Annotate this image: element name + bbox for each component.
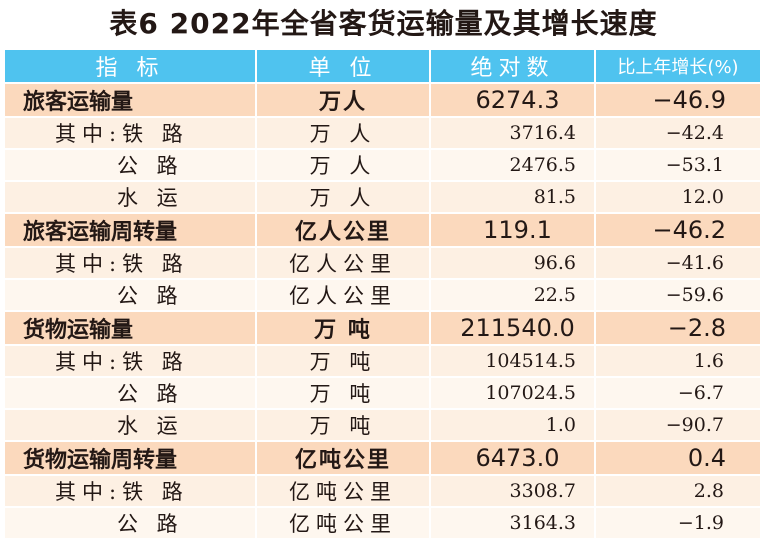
row-indicator: 公 路 — [5, 377, 257, 410]
row-indicator: 货物运输量 — [5, 311, 257, 346]
row-growth-rate: −46.9 — [595, 83, 760, 118]
row-unit: 亿吨公里 — [256, 507, 431, 540]
row-absolute-value: 6473.0 — [430, 441, 596, 476]
row-indicator: 其中:铁 路 — [5, 345, 257, 378]
table-row: 其中:铁 路万 吨 104514.5 1.6 — [5, 345, 760, 378]
row-unit: 万人 — [256, 83, 431, 118]
row-growth-rate: −41.6 — [595, 247, 760, 280]
row-indicator: 货物运输周转量 — [5, 441, 257, 476]
row-absolute-value: 22.5 — [430, 279, 596, 312]
header-unit: 单 位 — [256, 50, 431, 84]
row-unit: 万 吨 — [256, 377, 431, 410]
row-growth-rate: 1.6 — [595, 345, 760, 378]
table-row: 公 路亿吨公里 3164.3 −1.9 — [5, 507, 760, 540]
freight-passenger-table: 指 标 单 位 绝对数 比上年增长(%) 旅客运输量 万人 6274.3 −46.9 其… — [5, 50, 760, 540]
row-growth-rate: −1.9 — [595, 507, 760, 540]
row-growth-rate: 2.8 — [595, 475, 760, 508]
row-absolute-value: 3308.7 — [430, 475, 596, 508]
row-absolute-value: 104514.5 — [430, 345, 596, 378]
table-title: 表6 2022年全省客货运输量及其增长速度 — [109, 7, 658, 40]
table-row: 其中:铁 路亿人公里 96.6 −41.6 — [5, 247, 760, 280]
row-growth-rate: −46.2 — [595, 213, 760, 248]
row-growth-rate: −90.7 — [595, 409, 760, 442]
row-growth-rate: −42.4 — [595, 117, 760, 150]
row-unit: 万 人 — [256, 149, 431, 182]
table-row: 其中:铁 路亿吨公里 3308.7 2.8 — [5, 475, 760, 508]
table-row: 货物运输量万 吨 211540.0 −2.8 — [5, 311, 760, 346]
table-row: 公 路亿人公里 22.5 −59.6 — [5, 279, 760, 312]
row-unit: 亿吨公里 — [256, 441, 431, 476]
row-indicator: 公 路 — [5, 149, 257, 182]
header-row: 指 标 单 位 绝对数 比上年增长(%) — [5, 50, 760, 84]
row-growth-rate: −6.7 — [595, 377, 760, 410]
row-unit: 万 人 — [256, 117, 431, 150]
header-absolute: 绝对数 — [430, 50, 596, 84]
row-absolute-value: 107024.5 — [430, 377, 596, 410]
row-indicator: 公 路 — [5, 507, 257, 540]
row-indicator: 旅客运输量 — [5, 83, 257, 118]
row-indicator: 其中:铁 路 — [5, 247, 257, 280]
row-absolute-value: 81.5 — [430, 181, 596, 214]
table-row: 公 路万 吨 107024.5 −6.7 — [5, 377, 760, 410]
row-absolute-value: 96.6 — [430, 247, 596, 280]
row-unit: 万 人 — [256, 181, 431, 214]
row-indicator: 水 运 — [5, 409, 257, 442]
header-indicator: 指 标 — [5, 50, 257, 84]
row-absolute-value: 3164.3 — [430, 507, 596, 540]
table-row: 旅客运输周转量 亿人公里 119.1 −46.2 — [5, 213, 760, 248]
row-absolute-value: 3716.4 — [430, 117, 596, 150]
row-growth-rate: −2.8 — [595, 311, 760, 346]
row-absolute-value: 6274.3 — [430, 83, 596, 118]
row-growth-rate: −53.1 — [595, 149, 760, 182]
table-row: 旅客运输量 万人 6274.3 −46.9 — [5, 83, 760, 118]
row-indicator: 其中:铁 路 — [5, 117, 257, 150]
row-indicator: 其中:铁 路 — [5, 475, 257, 508]
table-row: 其中:铁 路万 人 3716.4 −42.4 — [5, 117, 760, 150]
row-unit: 万 吨 — [256, 409, 431, 442]
table-row: 货物运输周转量 亿吨公里 6473.0 0.4 — [5, 441, 760, 476]
row-unit: 亿人公里 — [256, 213, 431, 248]
row-indicator: 公 路 — [5, 279, 257, 312]
row-unit: 万 吨 — [256, 311, 431, 346]
row-unit: 亿人公里 — [256, 247, 431, 280]
row-growth-rate: 0.4 — [595, 441, 760, 476]
row-absolute-value: 2476.5 — [430, 149, 596, 182]
row-indicator: 水 运 — [5, 181, 257, 214]
table-row: 公 路万 人 2476.5 −53.1 — [5, 149, 760, 182]
row-unit: 亿人公里 — [256, 279, 431, 312]
table-row: 水 运万 人 81.5 12.0 — [5, 181, 760, 214]
row-growth-rate: −59.6 — [595, 279, 760, 312]
row-unit: 亿吨公里 — [256, 475, 431, 508]
row-absolute-value: 211540.0 — [430, 311, 596, 346]
row-growth-rate: 12.0 — [595, 181, 760, 214]
row-indicator: 旅客运输周转量 — [5, 213, 257, 248]
header-growth: 比上年增长(%) — [595, 50, 760, 84]
row-absolute-value: 1.0 — [430, 409, 596, 442]
row-unit: 万 吨 — [256, 345, 431, 378]
table-row: 水 运万 吨 1.0 −90.7 — [5, 409, 760, 442]
row-absolute-value: 119.1 — [430, 213, 596, 248]
